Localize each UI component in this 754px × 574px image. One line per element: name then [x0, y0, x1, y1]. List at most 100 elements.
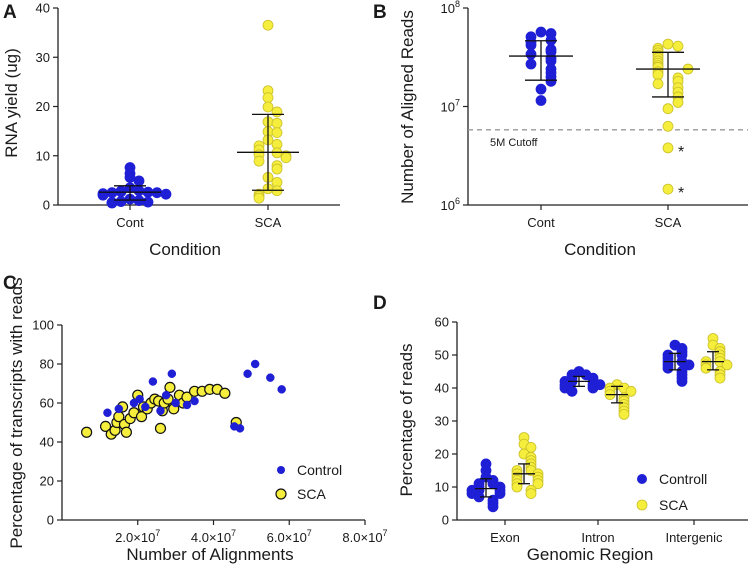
panel-a-point-sca: [262, 101, 274, 113]
panel-d-point-control: [587, 382, 599, 394]
panel-d-y-tick-label: 60: [435, 315, 449, 330]
panel-c-point-sca: [99, 420, 112, 432]
panel-c-point-control: [171, 398, 180, 408]
panel-b-asterisk: *: [678, 144, 684, 161]
panel-b-points: [525, 26, 694, 195]
panel-a-axes: 0 10 20 30 40 Cont SCA: [36, 1, 340, 230]
panel-b-point-cont: [535, 83, 547, 95]
panel-d-point-control: [662, 362, 674, 374]
panel-d-y-tick-label: 30: [435, 414, 449, 429]
panel-c-point-control: [266, 373, 275, 382]
panel-c-point-sca: [154, 422, 167, 434]
panel-c-x-tick-label-exp: 7: [231, 528, 236, 538]
panel-c-y-tick-label: 0: [47, 513, 54, 528]
panel-c-y-tick-label: 80: [40, 357, 54, 372]
panel-c-point-control: [250, 359, 260, 369]
panel-a-y-tick-label: 20: [36, 99, 50, 114]
panel-c-legend-control-label: Control: [297, 462, 342, 478]
panel-a-error-bars: [99, 113, 299, 201]
panel-b-cutoff-label: 5M Cutoff: [490, 137, 538, 149]
panel-a-y-tick-label: 0: [43, 198, 50, 213]
panel-b-x-tick-label: SCA: [655, 215, 682, 230]
panel-d-x-tick-label: Intergenic: [665, 530, 723, 545]
panel-b-point-cont: [525, 58, 537, 70]
panel-d-point-sca: [700, 362, 712, 374]
panel-d-legend-sca-marker: [636, 499, 648, 511]
panel-c-x-tick-label-exp: 7: [383, 528, 388, 538]
panel-d-point-sca: [532, 478, 544, 490]
panel-c-ylabel: Percentage of transcripts with reads: [7, 277, 26, 548]
panel-d-x-tick-label: Intron: [581, 530, 614, 545]
panel-d-point-control: [487, 501, 499, 513]
panel-a-point-cont: [115, 196, 127, 207]
panel-a-letter: A: [3, 2, 17, 23]
panel-b-y-tick-label: 106: [441, 196, 460, 213]
panel-d-letter: D: [373, 293, 387, 314]
panel-c-point-control: [161, 390, 171, 400]
panel-b-point-sca: [652, 78, 664, 90]
panel-a-point-cont: [142, 196, 154, 208]
panel-d-point-control: [676, 375, 688, 387]
panel-c-x-tick-label-exp: 7: [155, 528, 160, 538]
panel-a-x-tick-label: SCA: [255, 215, 282, 230]
panel-c-point-control: [243, 369, 252, 378]
panel-c-y-tick-label: 100: [32, 318, 54, 333]
panel-a-y-tick-label: 40: [36, 1, 50, 16]
panel-b: B Number of Aligned Reads Condition 1081…: [373, 0, 748, 259]
panel-b-point-sca: [662, 142, 674, 154]
panel-b-y-tick-label-base: 10: [441, 1, 455, 16]
panel-c-x-tick-label: 4.0×107: [191, 528, 236, 545]
panel-d-point-sca: [525, 488, 537, 500]
panel-b-point-cont: [535, 95, 547, 106]
panel-d-point-sca: [625, 385, 637, 397]
panel-c-point-control: [235, 424, 245, 433]
panel-b-point-sca: [662, 103, 674, 115]
panel-c-x-tick-label: 8.0×107: [342, 528, 387, 545]
panel-d-legend-control-label: Controll: [659, 471, 707, 487]
panel-c-xlabel: Number of Alignments: [126, 545, 293, 564]
panel-d-y-tick-label: 10: [435, 480, 449, 495]
panel-b-x-tick-label: Cont: [527, 215, 555, 230]
panel-c-point-control: [148, 377, 158, 386]
panel-d-point-sca: [721, 359, 733, 371]
panel-c-point-control: [277, 385, 286, 394]
panel-d-y-tick-label: 40: [435, 381, 449, 396]
panel-d-point-control: [683, 359, 695, 371]
panel-c-y-tick-label: 60: [40, 396, 54, 411]
panel-a-xlabel: Condition: [149, 240, 221, 259]
panel-c-x-tick-label: 2.0×107: [115, 528, 160, 545]
panel-d-legend-control-marker: [637, 474, 647, 484]
panel-a: A RNA yield (ug) Condition 0 10 20 30 40 Cont…: [2, 1, 340, 259]
panel-b-y-tick-label: 108: [441, 0, 460, 16]
panel-a-point-sca: [253, 192, 265, 204]
panel-b-y-tick-label: 107: [441, 98, 460, 115]
panel-d-point-sca: [714, 372, 726, 384]
panel-c-x-tick-label: 6.0×107: [267, 528, 312, 545]
panel-a-point-cont: [124, 172, 136, 183]
panel-a-point-sca: [280, 152, 292, 164]
panel-a-ylabel: RNA yield (ug): [2, 48, 21, 158]
panel-d-legend-sca-label: SCA: [659, 497, 688, 513]
panel-d: D Percentage of reads Genomic Region 0 10…: [373, 293, 748, 564]
panel-c-point-control: [156, 406, 165, 416]
panel-a-point-sca: [262, 19, 274, 31]
panel-a-x-tick-label: Cont: [116, 215, 144, 230]
panel-a-point-sca: [271, 117, 283, 129]
panel-b-point-sca: [672, 40, 684, 52]
panel-b-asterisk: *: [678, 185, 684, 202]
panel-c-x-tick-label-base: 8.0×10: [342, 530, 382, 545]
panel-b-point-sca: [662, 183, 674, 195]
panel-b-y-tick-label-exp: 7: [455, 98, 460, 108]
panel-b-y-tick-label-exp: 6: [455, 196, 460, 206]
panel-b-error-bars: [509, 40, 700, 98]
panel-b-point-sca: [662, 38, 674, 50]
panel-b-ylabel: Number of Aligned Reads: [398, 10, 417, 204]
panel-a-y-tick-label: 10: [36, 148, 50, 163]
panel-d-y-tick-label: 0: [442, 513, 449, 528]
panel-c-x-tick-label-base: 6.0×10: [267, 530, 307, 545]
panel-b-point-cont: [525, 48, 537, 60]
panel-c-point-control: [141, 402, 150, 412]
panel-c-legend-control-marker: [277, 466, 285, 474]
